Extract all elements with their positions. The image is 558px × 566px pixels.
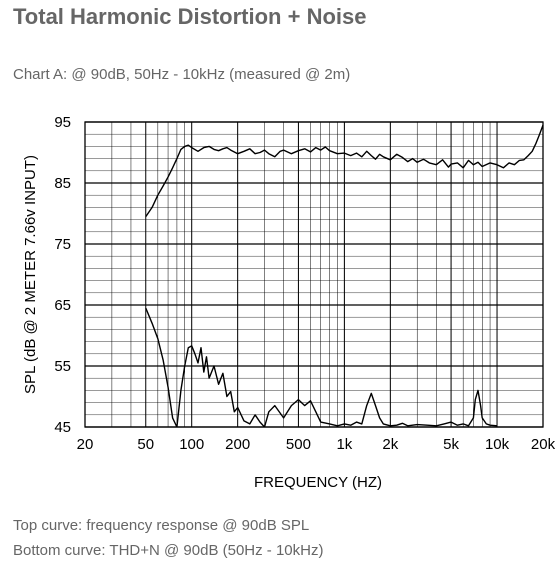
y-axis-label: SPL (dB @ 2 METER 7.66v INPUT) — [22, 155, 39, 394]
note-bottom-curve: Bottom curve: THD+N @ 90dB (50Hz - 10kHz… — [13, 542, 324, 559]
x-tick-label: 10k — [485, 436, 510, 453]
page-title: Total Harmonic Distortion + Noise — [13, 4, 367, 29]
frequency-response-line — [145, 124, 544, 217]
x-tick-label: 200 — [225, 436, 250, 453]
x-tick-label: 5k — [443, 436, 459, 453]
x-tick-label: 2k — [382, 436, 398, 453]
plot-frame — [84, 121, 544, 428]
note-top-curve: Top curve: frequency response @ 90dB SPL — [13, 517, 310, 534]
chart-caption: Chart A: @ 90dB, 50Hz - 10kHz (measured … — [13, 66, 351, 83]
x-tick-label: 1k — [336, 436, 352, 453]
thd-noise-line — [145, 307, 498, 427]
y-tick-label: 95 — [54, 114, 71, 131]
y-tick-labels: 45 55 65 75 85 95 — [54, 114, 71, 436]
x-tick-label: 500 — [286, 436, 311, 453]
x-tick-label: 20 — [77, 436, 94, 453]
chart: 20 50 100 200 500 1k 2k 5k 10k 20k 45 55 65 75 85 95 F… — [22, 114, 556, 491]
chart-grid — [84, 121, 544, 428]
x-tick-label: 50 — [137, 436, 154, 453]
y-tick-label: 65 — [54, 297, 71, 314]
y-tick-label: 85 — [54, 175, 71, 192]
x-tick-label: 100 — [179, 436, 204, 453]
x-tick-label: 20k — [531, 436, 556, 453]
x-axis-label: FREQUENCY (HZ) — [254, 474, 382, 491]
chart-series — [145, 124, 544, 427]
y-tick-label: 45 — [54, 419, 71, 436]
y-tick-label: 55 — [54, 358, 71, 375]
x-tick-labels: 20 50 100 200 500 1k 2k 5k 10k 20k — [77, 436, 556, 453]
y-tick-label: 75 — [54, 236, 71, 253]
